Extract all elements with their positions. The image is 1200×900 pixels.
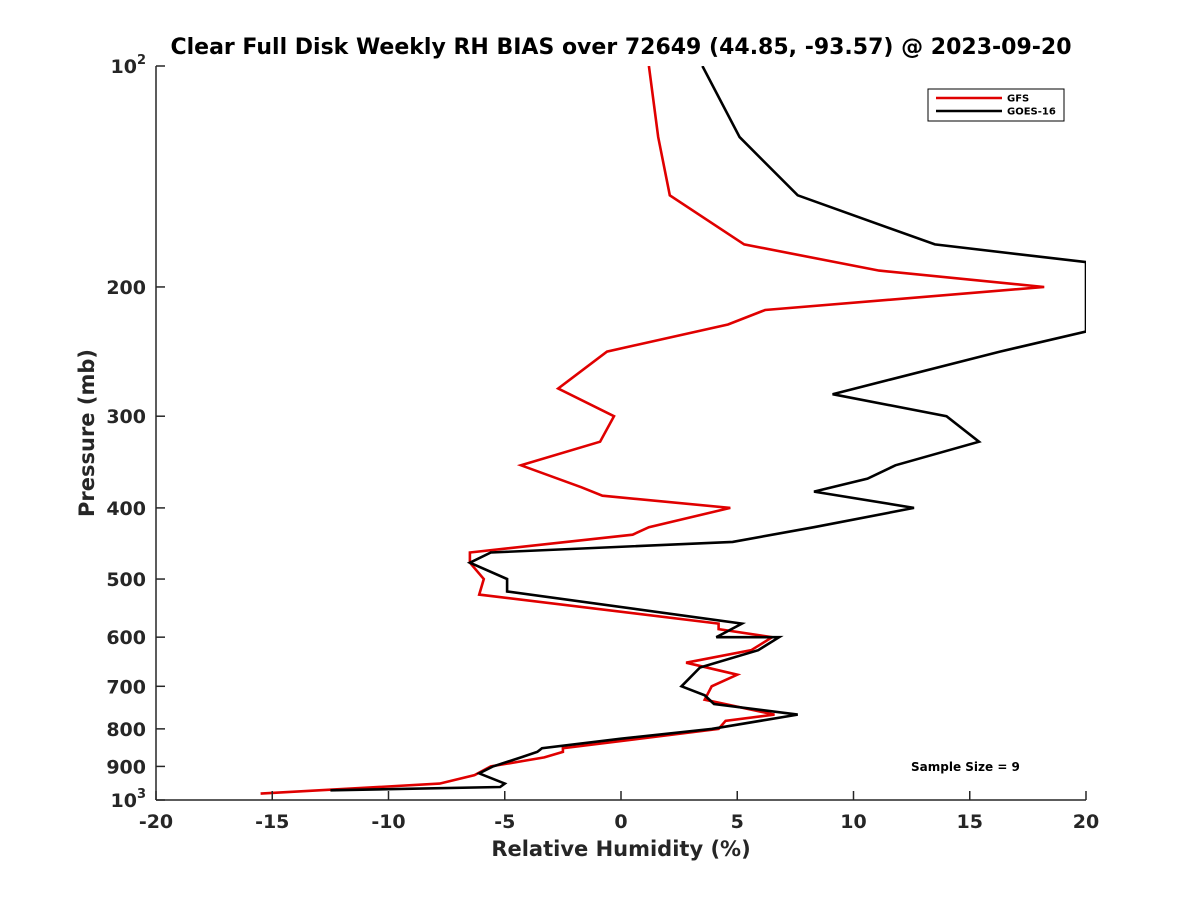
y-tick-label: 103 [111,787,147,812]
legend-label-goes-16: GOES-16 [1007,107,1056,118]
x-tick-label: 5 [731,811,744,833]
y-tick-exponent: 3 [137,787,146,802]
x-tick-label: -10 [371,811,405,833]
x-tick-label: 10 [840,811,866,833]
y-tick-label: 600 [106,627,146,649]
series-line-gfs [260,66,1045,795]
y-tick-base: 10 [111,790,137,812]
legend-box [927,88,1065,122]
x-tick-label: -15 [255,811,289,833]
chart-title: Clear Full Disk Weekly RH BIAS over 7264… [170,35,1071,60]
axes-layer: -20 -15 -10 -5 0 5 10 15 20102200300400500600700… [106,53,1099,833]
y-tick-label: 500 [106,569,146,591]
y-axis-label: Pressure (mb) [75,349,99,517]
y-tick-label: 800 [106,719,146,741]
series-layer [260,66,1086,795]
x-tick-label: -5 [494,811,515,833]
y-tick-label: 300 [106,406,146,428]
sample-size-annotation: Sample Size = 9 [911,760,1020,774]
y-tick-label: 400 [106,498,146,520]
legend: GFS GOES-16 [927,88,1065,122]
y-tick-label: 102 [111,53,147,78]
y-tick-label: 700 [106,676,146,698]
x-axis-label: Relative Humidity (%) [491,837,750,861]
y-tick-label: 200 [106,277,146,299]
series-line-goes-16 [330,66,1086,792]
y-tick-label: 900 [106,756,146,778]
x-tick-label: 0 [614,811,627,833]
x-tick-label: 15 [957,811,983,833]
legend-label-gfs: GFS [1007,94,1029,105]
x-tick-label: -20 [139,811,173,833]
x-tick-label: 20 [1073,811,1099,833]
y-tick-exponent: 2 [137,53,146,68]
y-tick-base: 10 [111,56,137,78]
